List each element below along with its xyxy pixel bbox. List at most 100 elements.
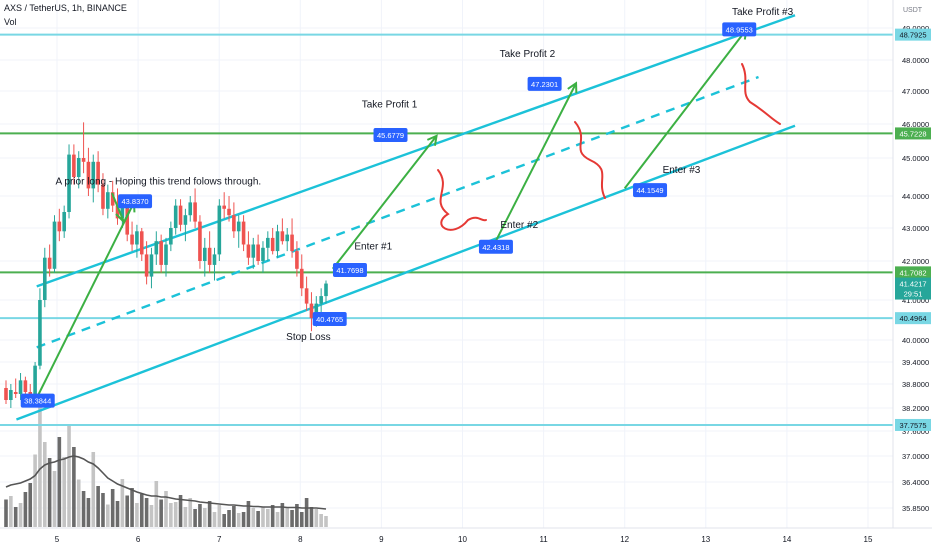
y-tick-label: 45.0000 (902, 154, 929, 163)
y-tick-label: 37.6000 (902, 427, 929, 436)
candle-body (38, 300, 42, 366)
volume-bar (144, 498, 149, 527)
volume-bar (295, 504, 299, 527)
annotation-text: Stop Loss (286, 332, 330, 343)
candle-body (86, 161, 91, 189)
volume-bar (324, 516, 328, 527)
candle-body (57, 221, 62, 232)
volume-bar (106, 504, 110, 527)
y-tick-label: 38.2000 (902, 404, 929, 413)
candle-body (275, 231, 280, 252)
level-tag (895, 127, 931, 140)
volume-bar (28, 483, 33, 527)
volume-bar (164, 491, 168, 527)
callout-label: 41.7698 (336, 266, 363, 275)
candle-body (106, 192, 110, 209)
channel-mid-line (36, 75, 759, 349)
scribble-path (741, 63, 781, 125)
volume-bar (135, 503, 139, 527)
candle-body (62, 212, 66, 232)
candle-body (76, 158, 81, 177)
volume-bar (217, 505, 222, 527)
y-tick-label: 40.0000 (902, 336, 929, 345)
candle-body (101, 184, 105, 209)
volume-bar (18, 503, 23, 527)
volume-bar (202, 508, 207, 527)
callout-label: 42.4318 (482, 243, 509, 252)
volume-pane (4, 404, 328, 527)
arrow-head (426, 134, 438, 146)
arrows[interactable] (35, 27, 748, 399)
candle-body (13, 392, 18, 394)
volume-bar (139, 494, 144, 527)
volume-bar (62, 457, 66, 527)
candle-body (169, 228, 173, 245)
volume-bar (130, 488, 134, 527)
candle-body (81, 158, 86, 162)
candle-body (232, 215, 236, 232)
volume-bar (115, 501, 120, 527)
x-tick-label: 9 (379, 535, 384, 544)
trend-channel[interactable] (16, 14, 796, 421)
candle-body (125, 202, 130, 235)
currency-label: USDT (903, 7, 923, 14)
volume-bar (232, 506, 236, 527)
candle-body (130, 234, 134, 245)
candle-body (9, 390, 13, 400)
candle-body (110, 192, 115, 206)
volume-bar (110, 489, 115, 527)
price-axis[interactable]: USDT 35.8500 36.4000 37.0000 37.6000 38.2000 3… (892, 0, 932, 528)
candle-body (164, 244, 168, 265)
volume-bar (188, 498, 193, 527)
symbol-title: AXS / TetherUS, 1h, BINANCE (4, 3, 127, 13)
y-tick-label: 48.0000 (902, 56, 929, 65)
candle-body (135, 231, 139, 245)
callouts[interactable]: 38.3844 43.8370 45.6779 47.2301 48.9553 41.76… (20, 22, 757, 408)
candle-body (23, 380, 28, 392)
volume-bar (198, 504, 202, 527)
callout-box (312, 312, 347, 327)
annotations[interactable]: A prior long - Hoping this trend folows … (56, 7, 794, 343)
y-tick-label: 41.0000 (902, 296, 929, 305)
volume-bar (67, 424, 71, 527)
volume-bar (290, 510, 294, 527)
y-tick-label: 43.0000 (902, 224, 929, 233)
candle-body (139, 231, 144, 255)
volume-ma-line (5, 455, 327, 510)
volume-bar (38, 404, 42, 527)
candle-body (183, 215, 188, 225)
volume-bar (236, 513, 241, 527)
y-tick-label: 46.0000 (902, 120, 929, 129)
arrow-line (494, 82, 577, 244)
callout-label: 38.3844 (24, 397, 51, 406)
level-tag-label: 41.7082 (899, 268, 926, 277)
volume-bar (101, 493, 105, 527)
current-price-tag (895, 277, 931, 300)
annotation-text: A prior long - Hoping this trend folows … (56, 177, 262, 188)
callout-box (118, 194, 153, 209)
level-tag (895, 312, 931, 325)
volume-bar (280, 503, 285, 527)
channel-lower-line (16, 124, 796, 421)
callout-box (478, 239, 513, 254)
candle-body (188, 202, 193, 216)
candle-body (52, 221, 57, 269)
candle-body (47, 257, 52, 269)
y-tick-label: 39.4000 (902, 358, 929, 367)
annotation-text: Take Profit 2 (500, 49, 556, 60)
callout-label: 43.8370 (121, 197, 148, 206)
callout-label: 47.2301 (531, 80, 558, 89)
level-tag-label: 40.4964 (899, 314, 926, 323)
x-tick-label: 7 (217, 535, 222, 544)
candle-body (222, 205, 226, 209)
x-tick-label: 12 (620, 535, 629, 544)
candle-body (285, 234, 290, 242)
candle-body (33, 365, 37, 396)
volume-bar (212, 512, 217, 527)
x-tick-label: 11 (539, 535, 548, 544)
grid (0, 0, 893, 528)
candle-body (72, 154, 76, 177)
time-axis[interactable]: 5 6 7 8 9 10 11 12 13 14 15 (0, 527, 932, 550)
y-tick-label: 36.4000 (902, 478, 929, 487)
